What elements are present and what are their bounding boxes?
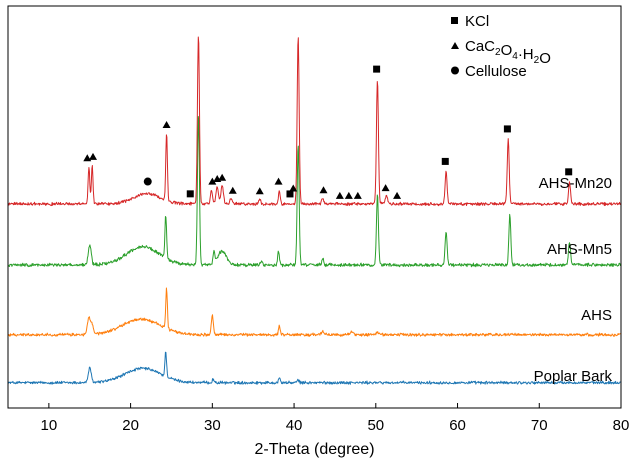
legend-entry: CaC2O4·H2O — [451, 38, 551, 67]
x-axis-title: 2-Theta (degree) — [254, 441, 374, 458]
cac2o4-marker — [274, 177, 283, 185]
series-label-poplar-bark: Poplar Bark — [534, 368, 613, 385]
cac2o4-marker — [255, 187, 264, 195]
legend-text-part: CaC — [465, 38, 495, 55]
x-tick-label: 70 — [531, 417, 548, 434]
cellulose-marker — [143, 177, 152, 186]
cac2o4-marker — [319, 186, 328, 194]
kcl-marker — [503, 125, 511, 133]
kcl-marker — [565, 168, 573, 176]
legend-circle-icon — [451, 66, 459, 75]
legend-text-part: ·H — [518, 46, 534, 63]
kcl-marker — [373, 65, 381, 73]
cac2o4-marker — [344, 191, 353, 199]
x-tick-label: 80 — [613, 417, 630, 434]
cac2o4-marker — [335, 191, 344, 199]
cac2o4-marker — [162, 120, 171, 128]
cac2o4-marker — [381, 184, 390, 192]
x-tick-label: 10 — [41, 417, 58, 434]
x-axis-ticks: 10 20 30 40 50 60 70 80 — [41, 403, 630, 434]
x-tick-label: 30 — [204, 417, 221, 434]
x-tick-label: 60 — [449, 417, 466, 434]
cac2o4-marker — [83, 154, 92, 162]
cac2o4-marker — [353, 191, 362, 199]
kcl-marker — [286, 190, 294, 198]
kcl-marker — [186, 190, 194, 198]
series-line-ahs-mn5 — [7, 115, 621, 268]
cac2o4-marker — [393, 191, 402, 199]
series-line-ahs-mn20 — [7, 36, 621, 207]
x-tick-label: 20 — [122, 417, 139, 434]
legend-subscript: 2 — [495, 47, 501, 58]
cac2o4-marker — [218, 173, 227, 181]
x-tick-label: 50 — [367, 417, 384, 434]
legend-label: CaC2O4·H2O — [465, 38, 551, 67]
series-label-ahs-mn20: AHS-Mn20 — [539, 175, 612, 192]
series-line-poplar-bark — [7, 351, 621, 385]
series-label-ahs-mn5: AHS-Mn5 — [547, 241, 612, 258]
series-layer — [7, 36, 621, 385]
legend-entry: KCl — [451, 13, 489, 30]
legend-text-part: O — [501, 42, 513, 59]
legend-subscript: 4 — [512, 51, 518, 62]
series-line-ahs — [7, 287, 621, 337]
legend-subscript: 2 — [534, 55, 540, 66]
legend-text-part: O — [539, 50, 551, 67]
marker-layer — [83, 65, 573, 199]
series-label-ahs: AHS — [581, 307, 612, 324]
legend-entry: Cellulose — [451, 63, 527, 80]
cac2o4-marker — [89, 152, 98, 160]
plot-frame — [7, 5, 622, 409]
cac2o4-marker — [289, 184, 298, 192]
legend-label: Cellulose — [465, 63, 527, 80]
legend-label: KCl — [465, 13, 489, 30]
cac2o4-marker — [208, 177, 217, 185]
legend-triangle-icon — [451, 42, 459, 49]
series-labels: Poplar Bark AHS AHS-Mn5 AHS-Mn20 — [534, 175, 613, 385]
legend-square-icon — [451, 17, 458, 24]
x-tick-label: 40 — [286, 417, 303, 434]
kcl-marker — [441, 157, 449, 165]
cac2o4-marker — [228, 186, 237, 194]
